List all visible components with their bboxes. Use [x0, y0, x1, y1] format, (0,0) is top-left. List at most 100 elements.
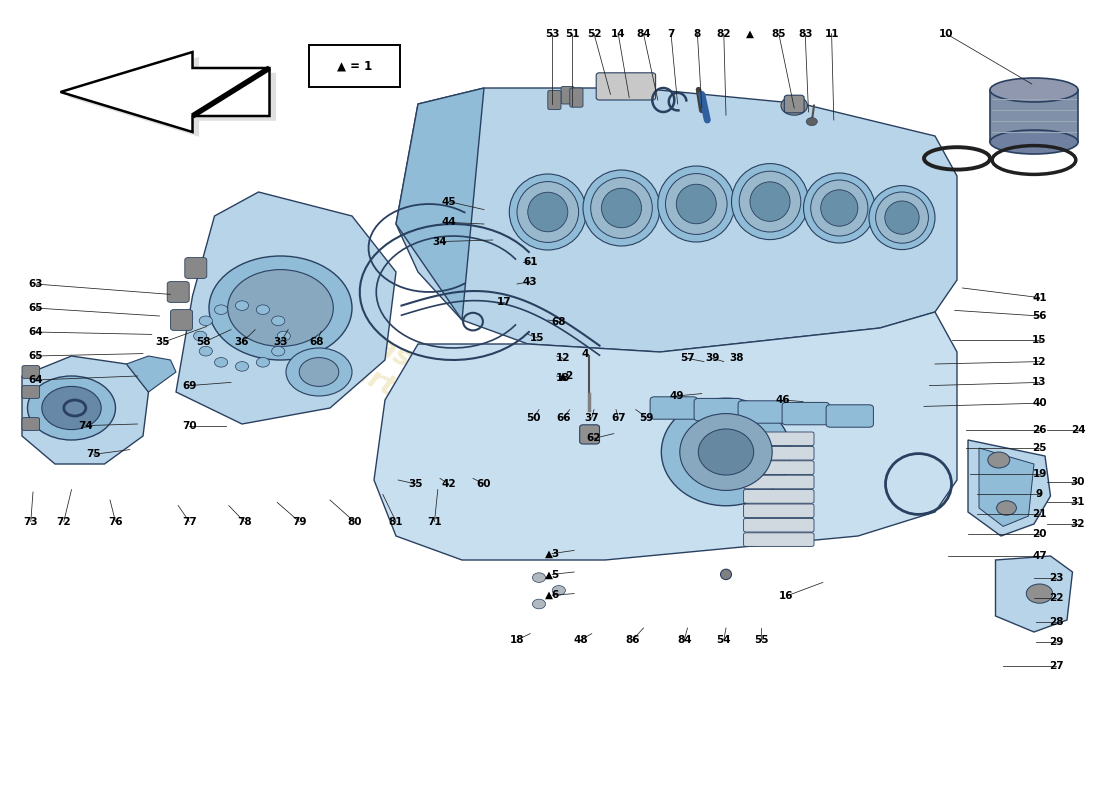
- Text: a passion for
parts.shop: a passion for parts.shop: [605, 425, 759, 535]
- Bar: [990, 90, 1078, 142]
- Text: 81: 81: [388, 517, 404, 526]
- Text: 83: 83: [798, 29, 813, 38]
- Circle shape: [781, 96, 807, 115]
- Text: 48: 48: [573, 635, 588, 645]
- Ellipse shape: [658, 166, 735, 242]
- Text: 10: 10: [938, 29, 954, 38]
- Ellipse shape: [869, 186, 935, 250]
- FancyBboxPatch shape: [580, 425, 600, 444]
- Text: 76: 76: [108, 517, 123, 526]
- Text: ▲3: ▲3: [544, 549, 560, 558]
- Circle shape: [28, 376, 115, 440]
- Text: 18: 18: [509, 635, 525, 645]
- Text: 31: 31: [1070, 498, 1086, 507]
- Text: 26: 26: [1032, 425, 1047, 434]
- Text: ▲: ▲: [746, 29, 755, 38]
- Circle shape: [228, 270, 333, 346]
- Circle shape: [235, 362, 249, 371]
- FancyBboxPatch shape: [694, 398, 741, 421]
- Text: 16: 16: [779, 591, 794, 601]
- Text: 50: 50: [526, 413, 541, 422]
- FancyBboxPatch shape: [826, 405, 873, 427]
- Circle shape: [272, 316, 285, 326]
- Text: 86: 86: [625, 635, 640, 645]
- Polygon shape: [126, 356, 176, 392]
- Ellipse shape: [720, 570, 732, 579]
- FancyBboxPatch shape: [561, 86, 574, 104]
- Ellipse shape: [811, 180, 868, 236]
- Text: 11: 11: [824, 29, 839, 38]
- Text: 64: 64: [28, 375, 43, 385]
- Text: 27: 27: [1048, 661, 1064, 670]
- Circle shape: [214, 305, 228, 314]
- Circle shape: [256, 358, 270, 367]
- FancyBboxPatch shape: [22, 418, 40, 430]
- Text: 24: 24: [1070, 426, 1086, 435]
- Text: 22: 22: [1048, 594, 1064, 603]
- Text: ▲5: ▲5: [544, 570, 560, 579]
- Text: 19: 19: [1032, 469, 1047, 478]
- Circle shape: [209, 256, 352, 360]
- Text: 54: 54: [716, 635, 732, 645]
- Ellipse shape: [680, 414, 772, 490]
- Ellipse shape: [661, 398, 791, 506]
- Text: 65: 65: [28, 303, 43, 313]
- Ellipse shape: [739, 171, 801, 232]
- Ellipse shape: [990, 78, 1078, 102]
- Text: 30: 30: [1070, 477, 1086, 486]
- Text: 60: 60: [476, 479, 492, 489]
- Text: 12: 12: [556, 354, 571, 363]
- Text: 69: 69: [182, 381, 197, 390]
- Ellipse shape: [750, 182, 790, 222]
- Text: 77: 77: [182, 517, 197, 526]
- Circle shape: [532, 573, 546, 582]
- Text: 40: 40: [1032, 398, 1047, 408]
- Circle shape: [272, 346, 285, 356]
- Circle shape: [988, 452, 1010, 468]
- Ellipse shape: [821, 190, 858, 226]
- Text: 64: 64: [28, 327, 43, 337]
- Circle shape: [532, 599, 546, 609]
- Text: 73: 73: [23, 517, 38, 526]
- Text: 7: 7: [668, 29, 674, 38]
- Ellipse shape: [876, 192, 928, 243]
- Ellipse shape: [591, 178, 652, 238]
- Text: 8: 8: [694, 29, 701, 38]
- Ellipse shape: [803, 173, 876, 243]
- Ellipse shape: [509, 174, 586, 250]
- Text: 46: 46: [776, 395, 791, 405]
- Text: 14: 14: [610, 29, 626, 38]
- Circle shape: [214, 358, 228, 367]
- Text: 53: 53: [544, 29, 560, 38]
- FancyBboxPatch shape: [744, 446, 814, 460]
- Polygon shape: [22, 356, 148, 464]
- Polygon shape: [374, 312, 957, 560]
- Circle shape: [235, 301, 249, 310]
- Ellipse shape: [528, 192, 568, 232]
- Circle shape: [194, 331, 207, 341]
- Polygon shape: [396, 88, 484, 320]
- Text: 23: 23: [1048, 573, 1064, 582]
- Text: 21: 21: [1032, 509, 1047, 518]
- Ellipse shape: [990, 130, 1078, 154]
- FancyBboxPatch shape: [744, 518, 814, 532]
- Text: 85: 85: [771, 29, 786, 38]
- Circle shape: [42, 386, 101, 430]
- Polygon shape: [396, 88, 957, 352]
- Text: 68: 68: [309, 338, 324, 347]
- Ellipse shape: [884, 201, 920, 234]
- Text: 71: 71: [427, 517, 442, 526]
- Text: 15: 15: [529, 333, 544, 342]
- Circle shape: [806, 118, 817, 126]
- Ellipse shape: [676, 184, 716, 224]
- Text: 57: 57: [680, 354, 695, 363]
- FancyBboxPatch shape: [185, 258, 207, 278]
- Polygon shape: [996, 556, 1072, 632]
- Text: ▲ = 1: ▲ = 1: [337, 59, 373, 73]
- FancyBboxPatch shape: [170, 310, 192, 330]
- Circle shape: [286, 348, 352, 396]
- FancyBboxPatch shape: [167, 282, 189, 302]
- Text: ▲6: ▲6: [544, 590, 560, 600]
- Text: 61: 61: [522, 258, 538, 267]
- Polygon shape: [67, 57, 276, 137]
